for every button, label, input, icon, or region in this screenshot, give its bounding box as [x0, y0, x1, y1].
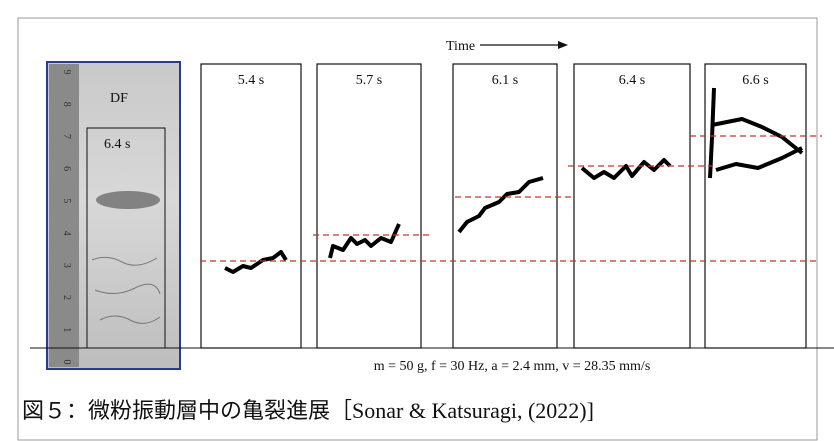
ruler: [49, 64, 79, 367]
panel-time: 6.4 s: [619, 73, 645, 88]
panel-time: 6.1 s: [492, 73, 518, 88]
parameters: m = 50 g, f = 30 Hz, a = 2.4 mm, v = 28.…: [374, 359, 651, 374]
panel-time: 5.4 s: [238, 73, 264, 88]
ruler-label: 6: [61, 166, 72, 171]
caption: 図５：微粉振動層中の亀裂進展［Sonar & Katsuragi, (2022)…: [22, 398, 594, 423]
figure: Time 9 8 7 6 5 4 3 2 1 0 DF 6.4 s 5.4 s 5.7 s 6.1 s…: [0, 0, 834, 441]
crack: [330, 224, 399, 258]
panel: [201, 64, 301, 348]
crack: [710, 88, 802, 178]
page: {"figure":{"time_label":"Time","photo":{…: [0, 0, 834, 441]
crack-paths: [225, 88, 802, 272]
ruler-label: 3: [61, 263, 72, 268]
ruler-label: 2: [61, 295, 72, 300]
crack: [225, 252, 286, 272]
panel-time: 6.6 s: [742, 73, 768, 88]
panel: [705, 64, 806, 348]
ruler-label: 7: [61, 134, 72, 139]
ruler-label: 9: [61, 70, 72, 75]
ruler-label: 8: [61, 102, 72, 107]
ruler-label: 0: [61, 360, 72, 365]
crack: [459, 178, 543, 232]
panel: [453, 64, 557, 348]
ruler-label: 4: [61, 231, 72, 236]
dark-band: [96, 191, 160, 209]
crack: [582, 160, 670, 178]
ruler-label: 1: [61, 327, 72, 332]
arrow-head: [558, 41, 568, 49]
photo-time: 6.4 s: [104, 137, 130, 152]
photo-label: DF: [110, 91, 128, 106]
ruler-label: 5: [61, 198, 72, 203]
time-label: Time: [446, 39, 475, 54]
panel: [317, 64, 421, 348]
panel-time: 5.7 s: [356, 73, 382, 88]
panel: [574, 64, 690, 348]
reference-lines: [200, 136, 822, 261]
